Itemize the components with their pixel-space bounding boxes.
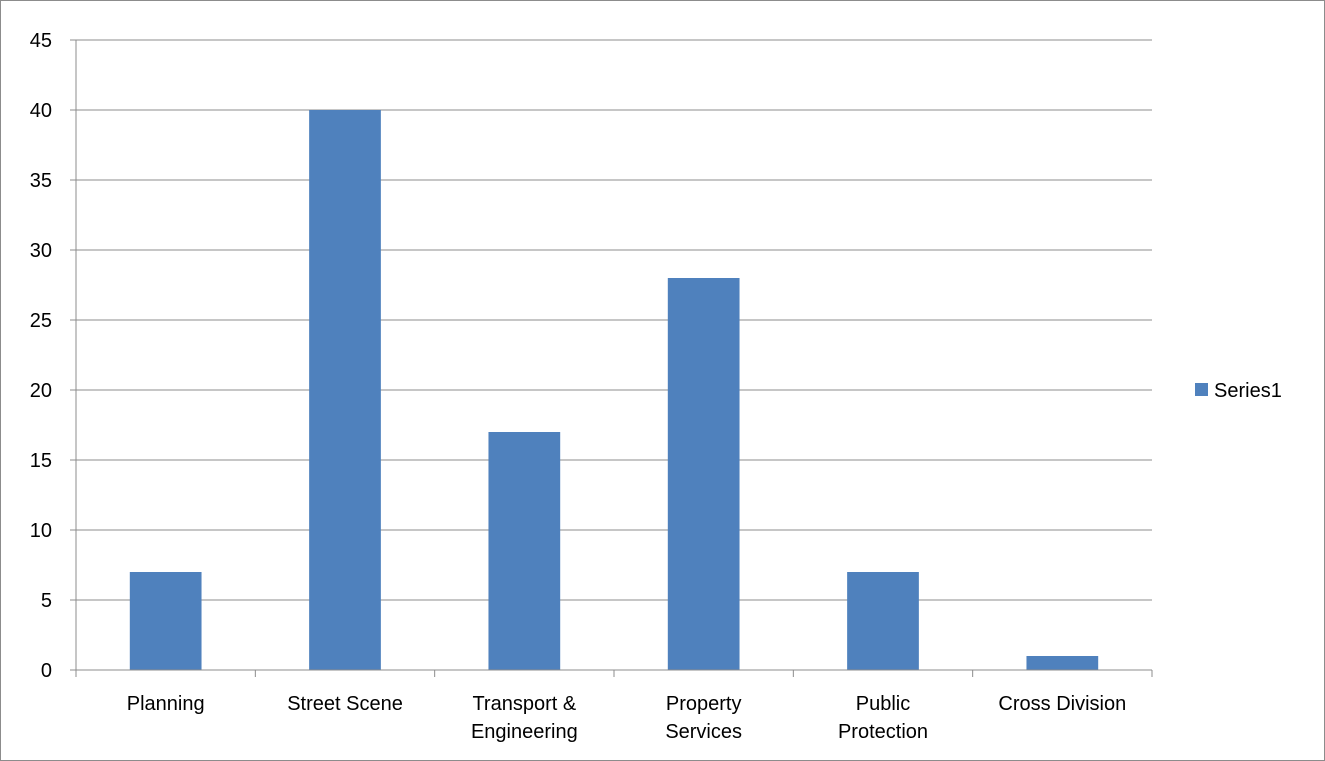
x-tick-label-1: Street Scene: [287, 693, 403, 715]
x-tick-label-2: Transport & Engineering: [471, 693, 578, 743]
bar-3: [667, 278, 740, 670]
gridlines: [76, 39, 1152, 601]
bar-4: [847, 572, 919, 670]
x-tick-label-5: Cross Division: [998, 693, 1126, 715]
x-tick-label-line: Planning: [127, 693, 205, 715]
x-tick-label-line: Public: [856, 693, 910, 715]
y-tick-label-25: 25: [30, 310, 52, 332]
y-tick-label-10: 10: [30, 520, 52, 542]
legend-swatch-series1: [1195, 383, 1208, 396]
bar-1: [309, 110, 381, 670]
x-tick-label-line: Property: [666, 693, 742, 715]
bar-0: [129, 572, 202, 670]
axes: [70, 39, 1153, 677]
x-tick-label-line: Protection: [838, 721, 928, 743]
y-tick-label-0: 0: [41, 660, 52, 682]
x-tick-label-line: Engineering: [471, 721, 578, 743]
y-tick-label-20: 20: [30, 380, 52, 402]
x-tick-label-line: Cross Division: [998, 693, 1126, 715]
y-tick-labels: 0 5 10 15 20 25 30 35 40 45: [30, 30, 52, 682]
x-tick-labels: Planning Street Scene Transport & Engineeri…: [127, 693, 1126, 743]
y-tick-label-15: 15: [30, 450, 52, 472]
legend-label-series1: Series1: [1214, 380, 1282, 402]
x-tick-label-3: Property Services: [665, 693, 742, 743]
bar-5: [1026, 656, 1099, 670]
x-tick-label-line: Street Scene: [287, 693, 403, 715]
x-tick-label-line: Transport &: [472, 693, 576, 715]
y-tick-label-30: 30: [30, 240, 52, 262]
x-tick-label-4: Public Protection: [838, 693, 928, 743]
x-tick-label-line: Services: [665, 721, 742, 743]
bar-2: [488, 432, 561, 670]
y-tick-label-35: 35: [30, 170, 52, 192]
y-tick-label-5: 5: [41, 590, 52, 612]
x-tick-label-0: Planning: [127, 693, 205, 715]
legend: Series1: [1195, 380, 1282, 402]
y-tick-label-40: 40: [30, 100, 52, 122]
bars: [129, 110, 1099, 670]
y-tick-label-45: 45: [30, 30, 52, 52]
